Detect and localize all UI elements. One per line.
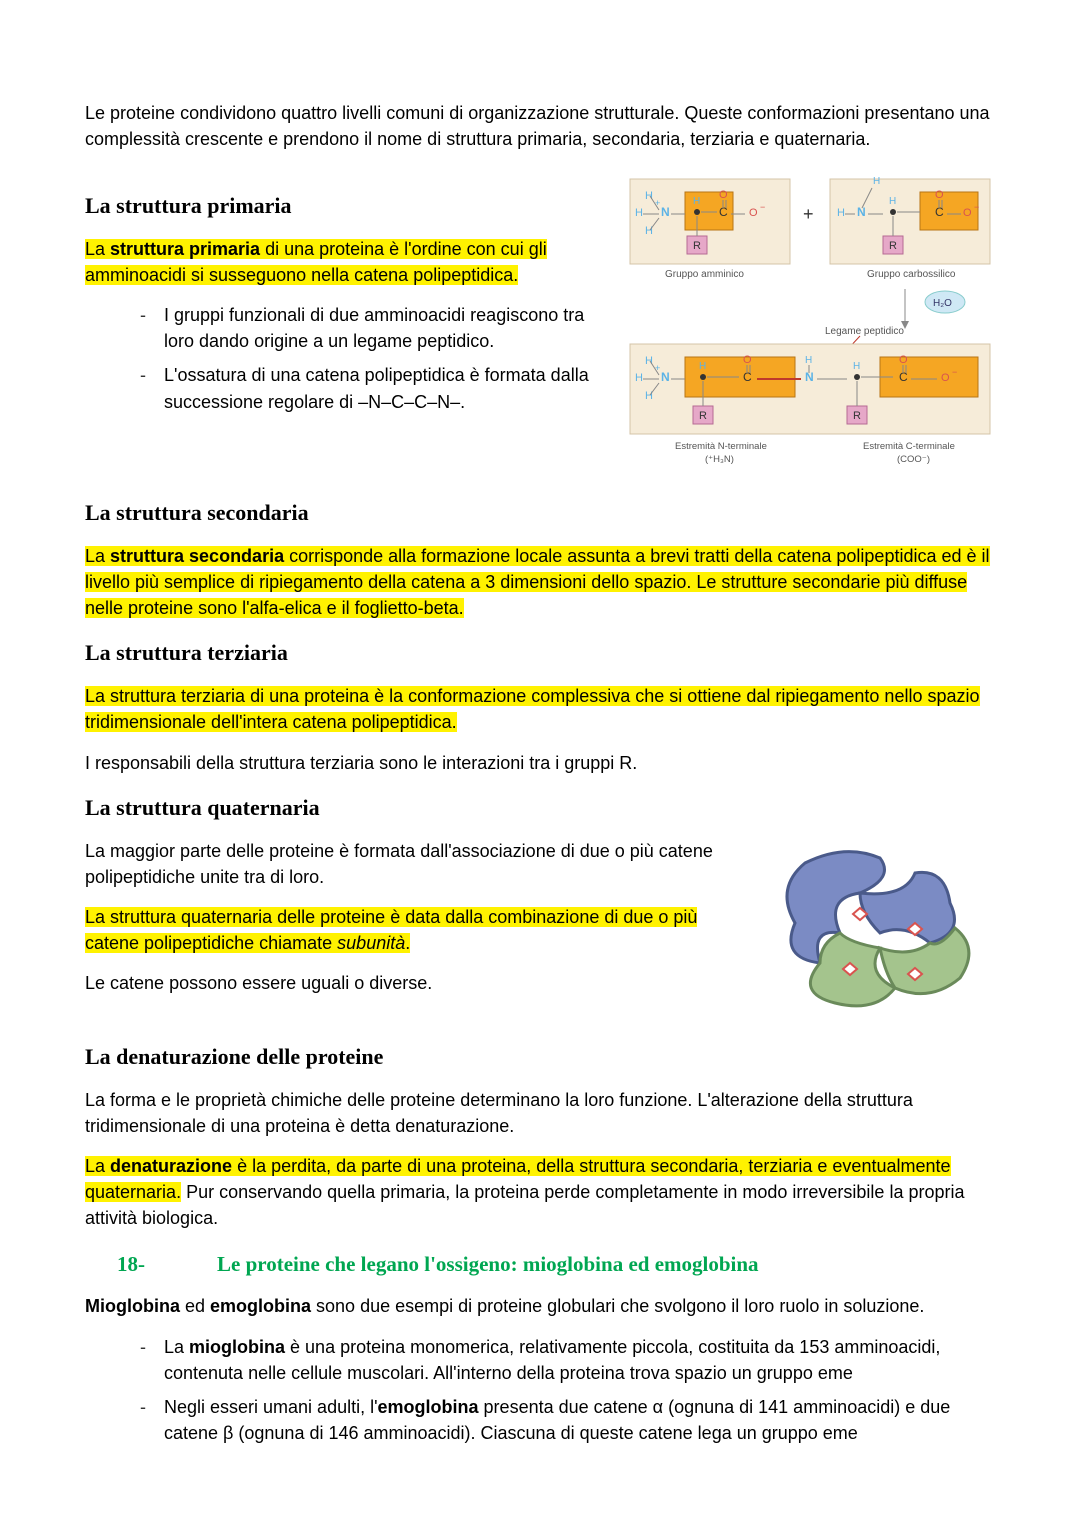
heading-primary: La struttura primaria xyxy=(85,190,605,222)
heading-tertiary: La struttura terziaria xyxy=(85,637,995,669)
svg-text:R: R xyxy=(853,410,861,422)
svg-text:H: H xyxy=(635,207,643,219)
svg-text:O: O xyxy=(749,207,758,219)
r-group: R xyxy=(693,240,701,252)
svg-text:O: O xyxy=(743,354,752,366)
chapter-title: Le proteine che legano l'ossigeno: miogl… xyxy=(217,1252,759,1276)
atom-h: H xyxy=(645,190,653,202)
svg-text:H: H xyxy=(699,361,706,372)
protein-quaternary-figure xyxy=(765,838,995,1025)
hl-bold: struttura primaria xyxy=(110,239,260,259)
primary-list: I gruppi funzionali di due amminoacidi r… xyxy=(85,302,605,414)
mid: ed xyxy=(180,1296,210,1316)
quaternary-row: La maggior parte delle proteine è format… xyxy=(85,838,995,1025)
label-carb: Gruppo carbossilico xyxy=(867,269,956,280)
hl-pre: La xyxy=(85,1156,110,1176)
secondary-highlight: La struttura secondaria corrisponde alla… xyxy=(85,543,995,621)
label-amino: Gruppo amminico xyxy=(665,269,744,280)
hl-pre: La xyxy=(85,546,110,566)
svg-text:O: O xyxy=(719,189,728,201)
label-cterm2: (COO⁻) xyxy=(897,454,930,465)
svg-text:O: O xyxy=(963,207,972,219)
svg-text:H: H xyxy=(635,372,643,384)
svg-text:H: H xyxy=(805,355,812,366)
svg-text:H: H xyxy=(873,176,880,187)
hl-post: . xyxy=(405,933,410,953)
svg-text:O: O xyxy=(941,372,950,384)
oxygen-proteins-p1: Mioglobina ed emoglobina sono due esempi… xyxy=(85,1293,995,1319)
svg-text:O: O xyxy=(935,189,944,201)
svg-text:N: N xyxy=(857,205,866,219)
amino-acid-diagram: H H H N + H C O O − R Gruppo amminico + xyxy=(625,174,995,481)
svg-text:O: O xyxy=(899,354,908,366)
li-bold: emoglobina xyxy=(378,1397,479,1417)
chapter-heading: 18-Le proteine che legano l'ossigeno: mi… xyxy=(117,1249,995,1279)
svg-text:−: − xyxy=(952,367,957,377)
label-nterm2: (⁺H₃N) xyxy=(705,454,734,465)
hl-bold: struttura secondaria xyxy=(110,546,284,566)
label-nterm: Estremità N-terminale xyxy=(675,441,767,452)
denat-p1: La forma e le proprietà chimiche delle p… xyxy=(85,1087,995,1139)
label-h2o: H₂O xyxy=(933,298,952,309)
tertiary-paragraph: I responsabili della struttura terziaria… xyxy=(85,750,995,776)
heading-secondary: La struttura secondaria xyxy=(85,497,995,529)
svg-text:H: H xyxy=(693,196,700,207)
denat-post: Pur conservando quella primaria, la prot… xyxy=(85,1182,964,1228)
svg-text:R: R xyxy=(889,240,897,252)
denat-highlight: La denaturazione è la perdita, da parte … xyxy=(85,1153,995,1231)
oxygen-proteins-list: La mioglobina è una proteina monomerica,… xyxy=(85,1334,995,1446)
bold-hemoglobin: emoglobina xyxy=(210,1296,311,1316)
label-peptide: Legame peptidico xyxy=(825,326,904,337)
tertiary-highlight: La struttura terziaria di una proteina è… xyxy=(85,683,995,735)
quat-p3: Le catene possono essere uguali o divers… xyxy=(85,970,745,996)
quat-highlight: La struttura quaternaria delle proteine … xyxy=(85,904,745,956)
primary-highlight: La struttura primaria di una proteina è … xyxy=(85,236,605,288)
hl-italic: subunità xyxy=(337,933,405,953)
plus-sign: + xyxy=(803,204,814,224)
bold-myoglobin: Mioglobina xyxy=(85,1296,180,1316)
intro-paragraph: Le proteine condividono quattro livelli … xyxy=(85,100,995,152)
heading-quaternary: La struttura quaternaria xyxy=(85,792,995,824)
svg-text:+: + xyxy=(655,198,660,208)
svg-text:−: − xyxy=(760,202,765,212)
svg-text:−: − xyxy=(974,202,979,212)
svg-text:N: N xyxy=(661,205,670,219)
label-cterm: Estremità C-terminale xyxy=(863,441,955,452)
svg-text:N: N xyxy=(661,370,670,384)
svg-text:R: R xyxy=(699,410,707,422)
svg-text:H: H xyxy=(889,196,896,207)
svg-text:+: + xyxy=(655,363,660,373)
svg-text:H: H xyxy=(837,207,845,219)
svg-text:H: H xyxy=(645,355,653,367)
li-pre: Negli esseri umani adulti, l' xyxy=(164,1397,378,1417)
li-bold: mioglobina xyxy=(189,1337,285,1357)
hl-bold: denaturazione xyxy=(110,1156,232,1176)
quat-p1: La maggior parte delle proteine è format… xyxy=(85,838,745,890)
chapter-number: 18- xyxy=(117,1249,217,1279)
hl-pre: La xyxy=(85,239,110,259)
post: sono due esempi di proteine globulari ch… xyxy=(311,1296,924,1316)
svg-text:H: H xyxy=(853,361,860,372)
list-item: Negli esseri umani adulti, l'emoglobina … xyxy=(140,1394,995,1446)
list-item: L'ossatura di una catena polipeptidica è… xyxy=(140,362,605,414)
list-item: La mioglobina è una proteina monomerica,… xyxy=(140,1334,995,1386)
heading-denaturation: La denaturazione delle proteine xyxy=(85,1041,995,1073)
li-pre: La xyxy=(164,1337,189,1357)
primary-structure-row: La struttura primaria La struttura prima… xyxy=(85,174,995,481)
list-item: I gruppi funzionali di due amminoacidi r… xyxy=(140,302,605,354)
